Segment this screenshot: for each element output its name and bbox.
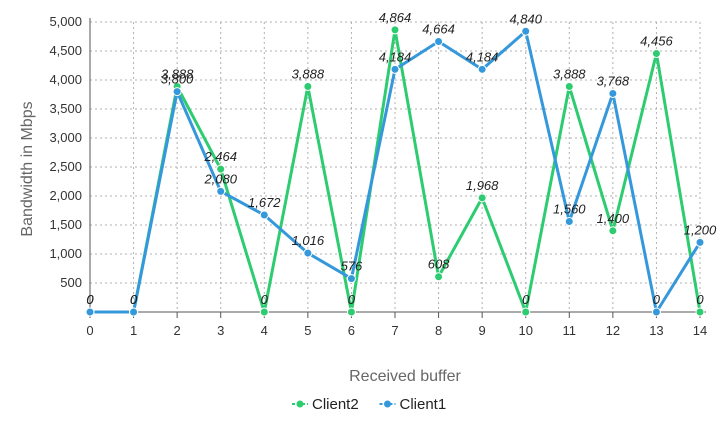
series-layer [85,25,705,317]
x-tick-label: 3 [217,323,224,338]
data-label-client1: 0 [130,292,138,307]
data-point-client2[interactable] [651,49,661,59]
y-tick-label: 2,000 [49,188,82,203]
data-point-client1[interactable] [216,186,226,196]
axes: 5001,0001,5002,0002,5003,0003,5004,0004,… [49,14,707,338]
y-tick-label: 1,500 [49,217,82,232]
data-label-client1: 3,800 [161,72,194,87]
data-point-client2[interactable] [564,81,574,91]
y-tick-label: 500 [60,275,82,290]
legend-marker-icon [296,400,304,408]
data-label-client2: 0 [522,292,530,307]
data-label-client1: 0 [86,292,94,307]
x-tick-label: 5 [304,323,311,338]
data-point-client2[interactable] [216,164,226,174]
data-point-client1[interactable] [129,307,139,317]
data-point-client2[interactable] [346,307,356,317]
y-tick-label: 4,500 [49,43,82,58]
data-label-client2: 0 [696,292,704,307]
data-label-client1: 576 [341,259,363,274]
y-tick-label: 1,000 [49,246,82,261]
x-tick-label: 12 [606,323,620,338]
legend-item-client1[interactable]: Client1 [379,396,447,413]
data-point-client1[interactable] [259,210,269,220]
data-label-client2: 3,888 [292,66,325,81]
data-label-client2: 3,888 [161,66,194,81]
data-label-client2: 1,400 [597,211,630,226]
x-tick-label: 13 [649,323,663,338]
data-point-client1[interactable] [564,217,574,227]
x-tick-label: 0 [86,323,93,338]
data-label-client2: 3,888 [553,66,586,81]
data-point-client1[interactable] [346,274,356,284]
data-label-client1: 1,200 [684,222,717,237]
data-label-client1: 0 [653,292,661,307]
x-tick-label: 10 [518,323,532,338]
data-point-client2[interactable] [521,307,531,317]
y-axis-title: Bandwidth in Mbps [19,101,36,236]
data-label-client1: 4,184 [379,49,412,64]
data-point-client2[interactable] [608,226,618,236]
legend-marker-icon [384,400,391,408]
legend-label: Client1 [400,396,447,413]
grid [89,21,701,312]
data-label-client2: 608 [428,257,450,272]
data-label-client2: 2,464 [203,149,237,164]
data-label-client2: 0 [261,292,269,307]
data-label-client1: 1,672 [248,195,281,210]
data-label-client2: 0 [130,292,138,307]
y-tick-label: 3,500 [49,101,82,116]
data-point-client2[interactable] [303,81,313,91]
data-label-client2: 1,968 [466,178,499,193]
data-label-client2: 4,456 [640,34,673,49]
x-tick-label: 6 [348,323,355,338]
x-tick-label: 1 [130,323,137,338]
data-label-client1: 2,080 [203,171,237,186]
data-label-client2: 4,864 [379,10,412,25]
data-label-client1: 1,016 [292,233,325,248]
x-tick-label: 8 [435,323,442,338]
data-point-client1[interactable] [390,64,400,74]
data-point-client1[interactable] [85,307,95,317]
x-axis-title: Received buffer [349,368,461,385]
data-label-client1: 4,664 [422,21,455,36]
data-label-client2: 0 [86,292,94,307]
x-tick-label: 9 [479,323,486,338]
legend-label: Client2 [312,396,359,413]
y-tick-label: 5,000 [49,14,82,29]
x-tick-label: 4 [261,323,268,338]
data-label-client2: 0 [348,292,356,307]
x-tick-label: 14 [693,323,707,338]
data-point-client1[interactable] [651,307,661,317]
x-tick-label: 2 [174,323,181,338]
x-tick-label: 11 [563,323,577,338]
data-labels: 0 0 3,888 2,464 0 3,888 0 4,864 608 1,968 0 3,888 1,… [86,10,717,307]
legend-item-client2[interactable]: Client2 [292,396,359,413]
legend[interactable]: Client2 Client1 [292,396,446,413]
data-point-client2[interactable] [695,307,705,317]
data-point-client1[interactable] [695,237,705,247]
y-tick-label: 2,500 [49,159,82,174]
data-point-client1[interactable] [477,64,487,74]
x-tick-label: 7 [391,323,398,338]
data-label-client1: 1,560 [553,202,586,217]
data-point-client1[interactable] [172,87,182,97]
data-label-client1: 4,184 [466,49,499,64]
data-point-client2[interactable] [259,307,269,317]
y-tick-label: 3,000 [49,130,82,145]
data-point-client2[interactable] [390,25,400,35]
data-point-client1[interactable] [434,36,444,46]
data-point-client1[interactable] [608,88,618,98]
data-point-client1[interactable] [521,26,531,36]
y-tick-label: 4,000 [49,72,82,87]
data-point-client1[interactable] [303,248,313,258]
data-label-client1: 4,840 [509,11,542,26]
data-point-client2[interactable] [477,193,487,203]
data-point-client2[interactable] [434,272,444,282]
data-label-client1: 3,768 [597,73,630,88]
